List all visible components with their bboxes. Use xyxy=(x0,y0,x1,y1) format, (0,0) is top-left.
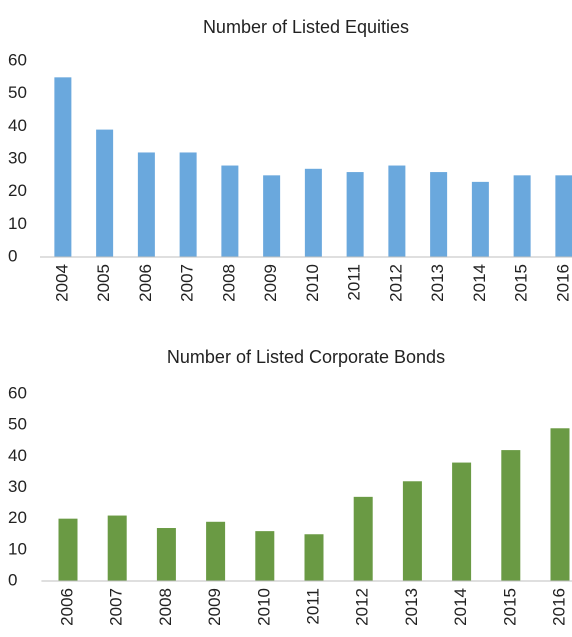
x-tick-label: 2013 xyxy=(428,264,447,302)
bar xyxy=(179,152,197,257)
y-tick-label: 50 xyxy=(8,415,27,434)
x-tick-label: 2016 xyxy=(553,264,572,302)
y-tick-label: 0 xyxy=(8,246,17,265)
bar xyxy=(54,77,72,257)
bar xyxy=(550,428,570,581)
x-tick-label: 2009 xyxy=(261,264,280,302)
x-tick-label: 2012 xyxy=(386,264,405,302)
x-tick-label: 2015 xyxy=(500,588,519,626)
chart-title: Number of Listed Equities xyxy=(203,17,409,37)
y-tick-label: 20 xyxy=(8,508,27,527)
y-tick-label: 10 xyxy=(8,539,27,558)
y-tick-label: 0 xyxy=(8,570,17,589)
bar xyxy=(388,165,406,257)
x-tick-label: 2008 xyxy=(219,264,238,302)
x-tick-label: 2004 xyxy=(52,264,71,302)
y-tick-label: 60 xyxy=(8,383,27,402)
y-tick-label: 20 xyxy=(8,181,27,200)
y-tick-label: 50 xyxy=(8,83,27,102)
y-tick-label: 10 xyxy=(8,214,27,233)
y-tick-label: 60 xyxy=(8,50,27,69)
bar xyxy=(156,528,176,581)
x-tick-label: 2014 xyxy=(451,588,470,626)
x-tick-label: 2012 xyxy=(353,588,372,626)
bar xyxy=(255,531,275,581)
x-tick-label: 2015 xyxy=(512,264,531,302)
x-tick-label: 2016 xyxy=(549,588,568,626)
y-tick-label: 40 xyxy=(8,446,27,465)
bar xyxy=(96,129,114,257)
x-tick-label: 2007 xyxy=(178,264,197,302)
y-tick-label: 30 xyxy=(8,477,27,496)
bar xyxy=(346,172,364,257)
bar xyxy=(137,152,155,257)
bar xyxy=(513,175,531,257)
x-tick-label: 2006 xyxy=(136,264,155,302)
bar xyxy=(430,172,448,257)
bar xyxy=(206,521,226,581)
y-tick-label: 30 xyxy=(8,148,27,167)
x-tick-label: 2010 xyxy=(303,264,322,302)
x-tick-label: 2013 xyxy=(402,588,421,626)
bar xyxy=(304,534,324,581)
bar xyxy=(501,450,521,581)
x-tick-label: 2005 xyxy=(94,264,113,302)
bar xyxy=(353,496,373,581)
x-tick-label: 2008 xyxy=(156,588,175,626)
x-tick-label: 2011 xyxy=(345,264,364,301)
bar xyxy=(304,168,322,257)
x-tick-label: 2014 xyxy=(470,264,489,302)
x-tick-label: 2007 xyxy=(107,588,126,626)
chart-title: Number of Listed Corporate Bonds xyxy=(167,347,445,367)
bar xyxy=(555,175,572,257)
bar xyxy=(107,515,127,581)
x-tick-label: 2006 xyxy=(57,588,76,626)
x-tick-label: 2009 xyxy=(205,588,224,626)
bar xyxy=(58,518,78,581)
x-tick-label: 2010 xyxy=(254,588,273,626)
bar xyxy=(221,165,239,257)
bar xyxy=(402,481,422,581)
bar xyxy=(471,181,489,257)
x-tick-label: 2011 xyxy=(303,588,322,625)
bar xyxy=(452,462,472,581)
y-tick-label: 40 xyxy=(8,116,27,135)
bar xyxy=(263,175,281,257)
